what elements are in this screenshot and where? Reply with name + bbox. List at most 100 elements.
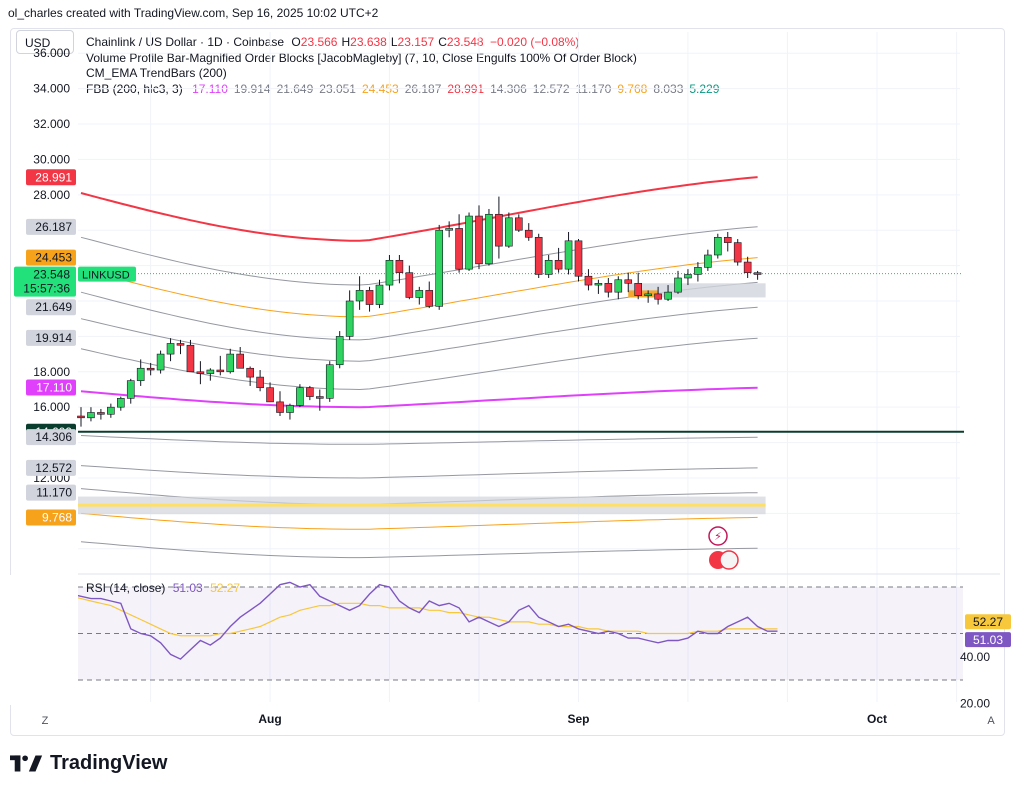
candle-body: [395, 259, 404, 273]
rsi-axis-tick: 40.00: [960, 650, 990, 664]
candle-body: [584, 275, 593, 286]
tradingview-logo: TradingView: [10, 750, 167, 776]
candle-body: [166, 343, 175, 355]
candle-body: [485, 213, 493, 265]
candle-body: [644, 293, 652, 296]
price-label: 9.768: [42, 510, 72, 524]
candle-body: [704, 254, 712, 268]
candle-body: [256, 376, 264, 389]
order-block-zone-upper: [628, 283, 766, 298]
band-basis-magenta: [80, 386, 758, 409]
price-label: 11.170: [36, 486, 72, 500]
candle-body: [753, 272, 762, 275]
chart-byline: ol_charles created with TradingView.com,…: [8, 6, 379, 20]
candle-body: [186, 344, 195, 373]
legend-title-row: Chainlink / US Dollar · 1D · Coinbase O2…: [86, 35, 719, 51]
rsi-ma-badge-bg: [965, 614, 1011, 630]
band-upper1-orange: [80, 257, 758, 318]
order-block-zone-lower-line: [78, 503, 766, 507]
candle-body: [554, 259, 563, 270]
auto-scale-button[interactable]: A: [987, 715, 995, 727]
candle-body: [87, 412, 95, 419]
band-lower-0: [80, 435, 758, 445]
candle-body: [97, 412, 105, 415]
ohlc-key-c: C: [438, 35, 447, 49]
candle-body: [505, 217, 513, 247]
rsi-line: [0, 579, 778, 660]
time-axis-label: Oct: [867, 712, 887, 726]
candle-body: [694, 267, 702, 275]
ohlc-values: O23.566 H23.638 L23.157 C23.548: [287, 35, 483, 49]
band-lower-3: [80, 512, 758, 530]
zoom-reset-button[interactable]: Z: [41, 715, 49, 727]
candle-body: [286, 405, 294, 413]
candle-body: [117, 398, 125, 408]
candle-body: [176, 343, 185, 346]
order-block-zone-upper-core: [628, 290, 659, 298]
candle-body: [743, 261, 752, 273]
candle-body: [196, 371, 205, 374]
rsi-badge: 51.03: [973, 633, 1003, 647]
candle-body: [723, 236, 732, 243]
price-label: 12.572: [35, 461, 72, 475]
candle-body: [365, 290, 374, 305]
lightning-icon: [708, 526, 728, 546]
candle-body: [425, 290, 434, 307]
last-price-timer: 15:57:36: [23, 282, 70, 296]
candle-body: [107, 406, 115, 415]
price-label: 19.914: [35, 331, 72, 345]
lightning-icon-glyph: ⚡: [714, 531, 722, 543]
candle-body: [495, 213, 503, 247]
symbol-title[interactable]: Chainlink / US Dollar · 1D · Coinbase: [86, 35, 285, 49]
rsi-axis-tick: 20.00: [960, 696, 990, 710]
price-label: 21.649: [35, 300, 72, 314]
candle-body: [594, 283, 603, 286]
candle-body: [276, 401, 284, 413]
candle-body: [544, 259, 553, 275]
price-label-bg: [26, 249, 76, 266]
candle-body: [306, 387, 314, 397]
candle-body: [435, 229, 444, 307]
candle-body: [524, 229, 533, 238]
rsi-name: RSI (14, close): [86, 581, 166, 595]
price-label-bg: [26, 218, 76, 235]
candle-body: [315, 396, 324, 399]
price-label-bg: [26, 459, 76, 476]
ohlc-key-l: L: [390, 35, 398, 49]
price-label: 26.187: [35, 220, 72, 234]
price-label-bg: [26, 169, 76, 186]
ohlc-value-l: 23.157: [397, 35, 435, 49]
price-label-bg: [26, 329, 76, 346]
price-axis-tick: 30.000: [33, 152, 70, 166]
currency-button[interactable]: USD: [16, 30, 74, 54]
candle-body: [654, 293, 662, 300]
candle-body: [126, 380, 135, 399]
candle-body: [564, 240, 573, 270]
price-label-bg: [26, 509, 76, 526]
chart-frame: [10, 28, 1005, 736]
candle-body: [405, 272, 414, 298]
band-upper2: [80, 226, 758, 286]
time-axis-label: Sep: [567, 712, 589, 726]
candle-body: [684, 274, 692, 279]
price-change: −0.020 (−0.08%): [489, 35, 580, 49]
indicator-volume-profile[interactable]: Volume Profile Bar-Magnified Order Block…: [86, 50, 637, 65]
candle-body: [77, 415, 85, 419]
price-label-bg: [26, 379, 76, 396]
candle-body: [574, 240, 583, 277]
ohlc-value-h: 23.638: [350, 35, 387, 49]
rsi-legend[interactable]: RSI (14, close) 51.03 52.27: [86, 581, 240, 595]
indicator-ema-trendbars[interactable]: CM_EMA TrendBars (200): [86, 66, 227, 80]
candle-body: [355, 290, 364, 302]
candle-body: [156, 353, 165, 371]
rsi-left-mask: [0, 575, 78, 705]
candle-body: [514, 217, 523, 231]
tradingview-logo-icon: [10, 755, 43, 772]
candle-body: [325, 364, 334, 399]
price-label-bg: [26, 429, 76, 446]
candle-body: [604, 283, 613, 293]
price-label: 17.110: [36, 381, 72, 395]
band-upper3-red: [80, 176, 758, 242]
candle-body: [445, 228, 453, 231]
